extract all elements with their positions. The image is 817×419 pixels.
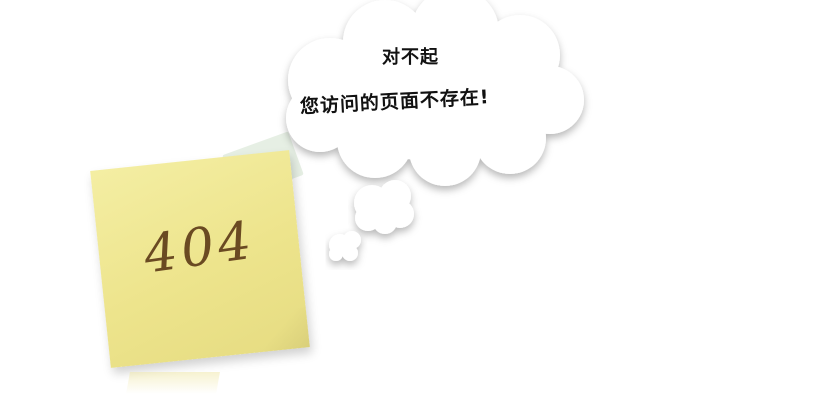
thought-cloud-main (286, 0, 584, 186)
thought-cloud-medium (354, 180, 414, 234)
thought-cloud-small (329, 231, 361, 261)
message-apology: 对不起 (382, 47, 439, 68)
